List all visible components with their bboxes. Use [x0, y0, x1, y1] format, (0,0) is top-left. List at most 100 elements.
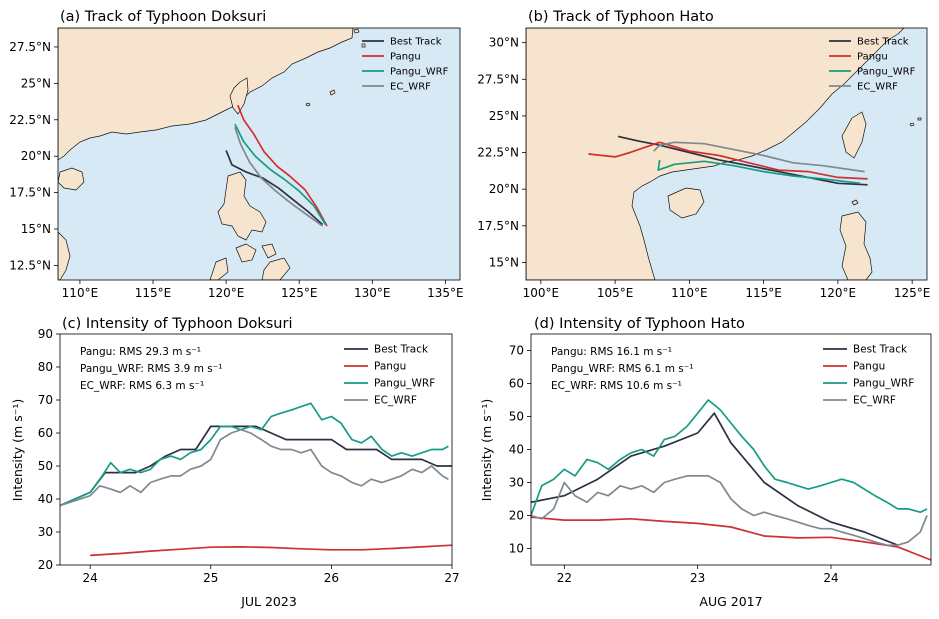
x-tick-label: 130°E — [354, 286, 391, 300]
y-tick-label: 60 — [509, 377, 524, 391]
panel-c-frame — [59, 333, 453, 566]
series-line-ec-wrf — [60, 428, 449, 507]
y-tick-label: 25°N — [21, 76, 51, 90]
panel-a-hainan — [58, 167, 85, 191]
series-line-pangu — [90, 544, 452, 557]
x-tick-label: 110°E — [62, 286, 99, 300]
panel-b-luzon — [839, 211, 873, 280]
panel-c-doksuri-intensity: (c) Intensity of Typhoon Doksuri 24 25 26 2… — [10, 316, 460, 609]
panel-d-lines — [531, 399, 931, 561]
panel-b-title: (b) Track of Typhoon Hato — [528, 9, 714, 25]
x-tick-label: 100°E — [523, 286, 560, 300]
y-tick-label: 22.5°N — [9, 113, 51, 127]
y-tick-label: 50 — [509, 410, 524, 424]
x-tick-label: 120°E — [820, 286, 857, 300]
y-tick-label: 70 — [509, 344, 524, 358]
rms-annotation: Pangu_WRF: RMS 3.9 m s⁻¹ — [80, 363, 222, 375]
y-tick-label: 15°N — [21, 222, 51, 236]
y-tick-label: 30 — [38, 525, 53, 539]
panel-b-taiwan — [841, 111, 867, 159]
x-tick-label: 125°E — [894, 286, 931, 300]
panel-b-ticks: 100°E 105°E 110°E 115°E 120°E 125°E 15°N 17.5°N… — [477, 36, 930, 300]
series-line-pangu-wrf — [234, 123, 327, 226]
legend-label-best-track: Best Track — [853, 344, 908, 356]
panel-c-title: (c) Intensity of Typhoon Doksuri — [62, 316, 293, 332]
panel-b-mainland — [526, 28, 905, 280]
legend-label-pangu: Pangu — [853, 361, 885, 373]
series-line-ec-wrf — [653, 141, 865, 173]
legend-label-pangu-wrf: Pangu_WRF — [857, 67, 916, 78]
panel-a-taiwan — [229, 77, 249, 115]
legend-label-pangu: Pangu — [374, 361, 406, 373]
series-line-best-track — [60, 425, 452, 507]
panel-b-hainan — [667, 187, 705, 219]
x-tick-label: 25 — [203, 571, 218, 585]
panel-d-legend: Best Track Pangu Pangu_WRF EC_WRF — [823, 344, 914, 407]
series-line-ec-wrf — [234, 126, 324, 227]
panel-a-borneo — [58, 231, 71, 280]
legend-label-best-track: Best Track — [857, 37, 909, 48]
series-line-pangu-wrf — [60, 402, 449, 507]
y-tick-label: 17.5°N — [477, 219, 519, 233]
y-tick-label: 70 — [38, 393, 53, 407]
y-tick-label: 20 — [509, 509, 524, 523]
series-line-pangu — [237, 104, 328, 227]
panel-b-hato-track: (b) Track of Typhoon Hato 100°E 105°E 110°… — [477, 9, 930, 300]
panel-a-visayas — [209, 243, 291, 280]
y-tick-label: 17.5°N — [9, 186, 51, 200]
series-line-best-track — [617, 135, 868, 186]
x-tick-label: 27 — [444, 571, 459, 585]
rms-annotation: EC_WRF: RMS 10.6 m s⁻¹ — [551, 380, 682, 392]
series-line-pangu-wrf — [531, 399, 928, 516]
x-tick-label: 125°E — [281, 286, 318, 300]
panel-a-mainland — [58, 28, 354, 161]
panel-d-rms-annotations: Pangu: RMS 16.1 m s⁻¹ Pangu_WRF: RMS 6.1 … — [551, 346, 693, 392]
panel-d-xlabel: AUG 2017 — [699, 594, 762, 609]
legend-label-best-track: Best Track — [374, 344, 429, 356]
y-tick-label: 22.5°N — [477, 146, 519, 160]
panel-c-rms-annotations: Pangu: RMS 29.3 m s⁻¹ Pangu_WRF: RMS 3.9 … — [80, 346, 222, 392]
series-line-ec-wrf — [531, 475, 928, 547]
panel-a-frame — [57, 27, 461, 281]
x-tick-label: 23 — [690, 571, 705, 585]
panel-a-luzon — [217, 171, 267, 241]
panel-d-hato-intensity: (d) Intensity of Typhoon Hato 22 23 24 10 20… — [479, 316, 932, 609]
panel-c-legend: Best Track Pangu Pangu_WRF EC_WRF — [344, 344, 435, 407]
panel-b-tracks — [588, 135, 868, 186]
y-tick-label: 90 — [38, 327, 53, 341]
panel-a-title: (a) Track of Typhoon Doksuri — [60, 9, 266, 25]
series-line-best-track — [531, 412, 899, 546]
rms-annotation: Pangu: RMS 29.3 m s⁻¹ — [80, 346, 201, 358]
y-tick-label: 20 — [38, 558, 53, 572]
y-tick-label: 20°N — [489, 182, 519, 196]
series-line-best-track — [225, 150, 324, 226]
panel-a-legend: Best Track Pangu Pangu_WRF EC_WRF — [362, 37, 449, 93]
legend-label-pangu: Pangu — [857, 52, 888, 63]
rms-annotation: EC_WRF: RMS 6.3 m s⁻¹ — [80, 380, 204, 392]
panel-b-frame — [525, 27, 928, 281]
y-tick-label: 30°N — [489, 36, 519, 50]
y-tick-label: 40 — [509, 443, 524, 457]
rms-annotation: Pangu: RMS 16.1 m s⁻¹ — [551, 346, 672, 358]
panel-d-ylabel: Intensity (m s⁻¹) — [479, 399, 494, 501]
series-line-pangu-wrf — [657, 159, 861, 185]
panel-c-lines — [60, 402, 452, 557]
x-tick-label: 26 — [324, 571, 339, 585]
legend-label-pangu-wrf: Pangu_WRF — [853, 378, 914, 390]
x-tick-label: 24 — [83, 571, 98, 585]
series-line-pangu — [531, 516, 931, 561]
panel-c-ticks: 24 25 26 27 20 30 40 50 60 70 80 90 — [38, 327, 460, 585]
panel-b-islets — [851, 117, 922, 206]
y-tick-label: 15°N — [489, 255, 519, 269]
panel-b-legend: Best Track Pangu Pangu_WRF EC_WRF — [829, 37, 916, 93]
panel-c-ylabel: Intensity (m s⁻¹) — [10, 399, 25, 501]
x-tick-label: 115°E — [745, 286, 782, 300]
rms-annotation: Pangu_WRF: RMS 6.1 m s⁻¹ — [551, 363, 693, 375]
legend-label-ec-wrf: EC_WRF — [857, 82, 898, 93]
y-tick-label: 27.5°N — [9, 40, 51, 54]
panel-a-ticks: 110°E 115°E 120°E 125°E 130°E 135°E 12.5°N 15°N… — [9, 40, 463, 300]
panel-a-doksuri-track: (a) Track of Typhoon Doksuri 110°E 115°E 1… — [9, 9, 463, 300]
y-tick-label: 50 — [38, 459, 53, 473]
legend-label-pangu-wrf: Pangu_WRF — [390, 67, 449, 78]
